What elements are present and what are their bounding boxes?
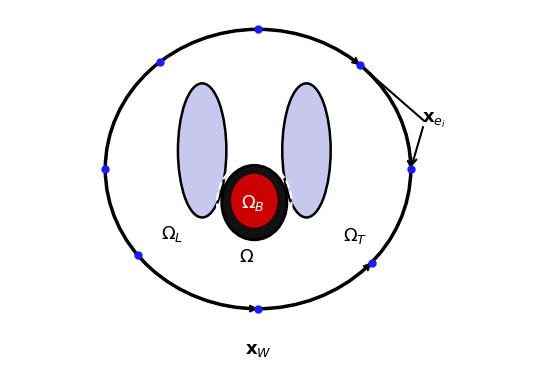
Text: $\Omega_L$: $\Omega_L$: [161, 224, 183, 244]
Text: $\mathbf{x}_{e_i}$: $\mathbf{x}_{e_i}$: [422, 111, 446, 130]
Ellipse shape: [282, 83, 331, 217]
Text: $\mathbf{x}_W$: $\mathbf{x}_W$: [245, 341, 271, 359]
Text: $\Omega$: $\Omega$: [239, 247, 255, 266]
Ellipse shape: [222, 165, 287, 240]
Ellipse shape: [231, 174, 277, 228]
Text: $\Omega_T$: $\Omega_T$: [343, 226, 367, 246]
Ellipse shape: [106, 29, 411, 309]
Text: $\Omega_B$: $\Omega_B$: [240, 193, 264, 213]
Ellipse shape: [178, 83, 226, 217]
